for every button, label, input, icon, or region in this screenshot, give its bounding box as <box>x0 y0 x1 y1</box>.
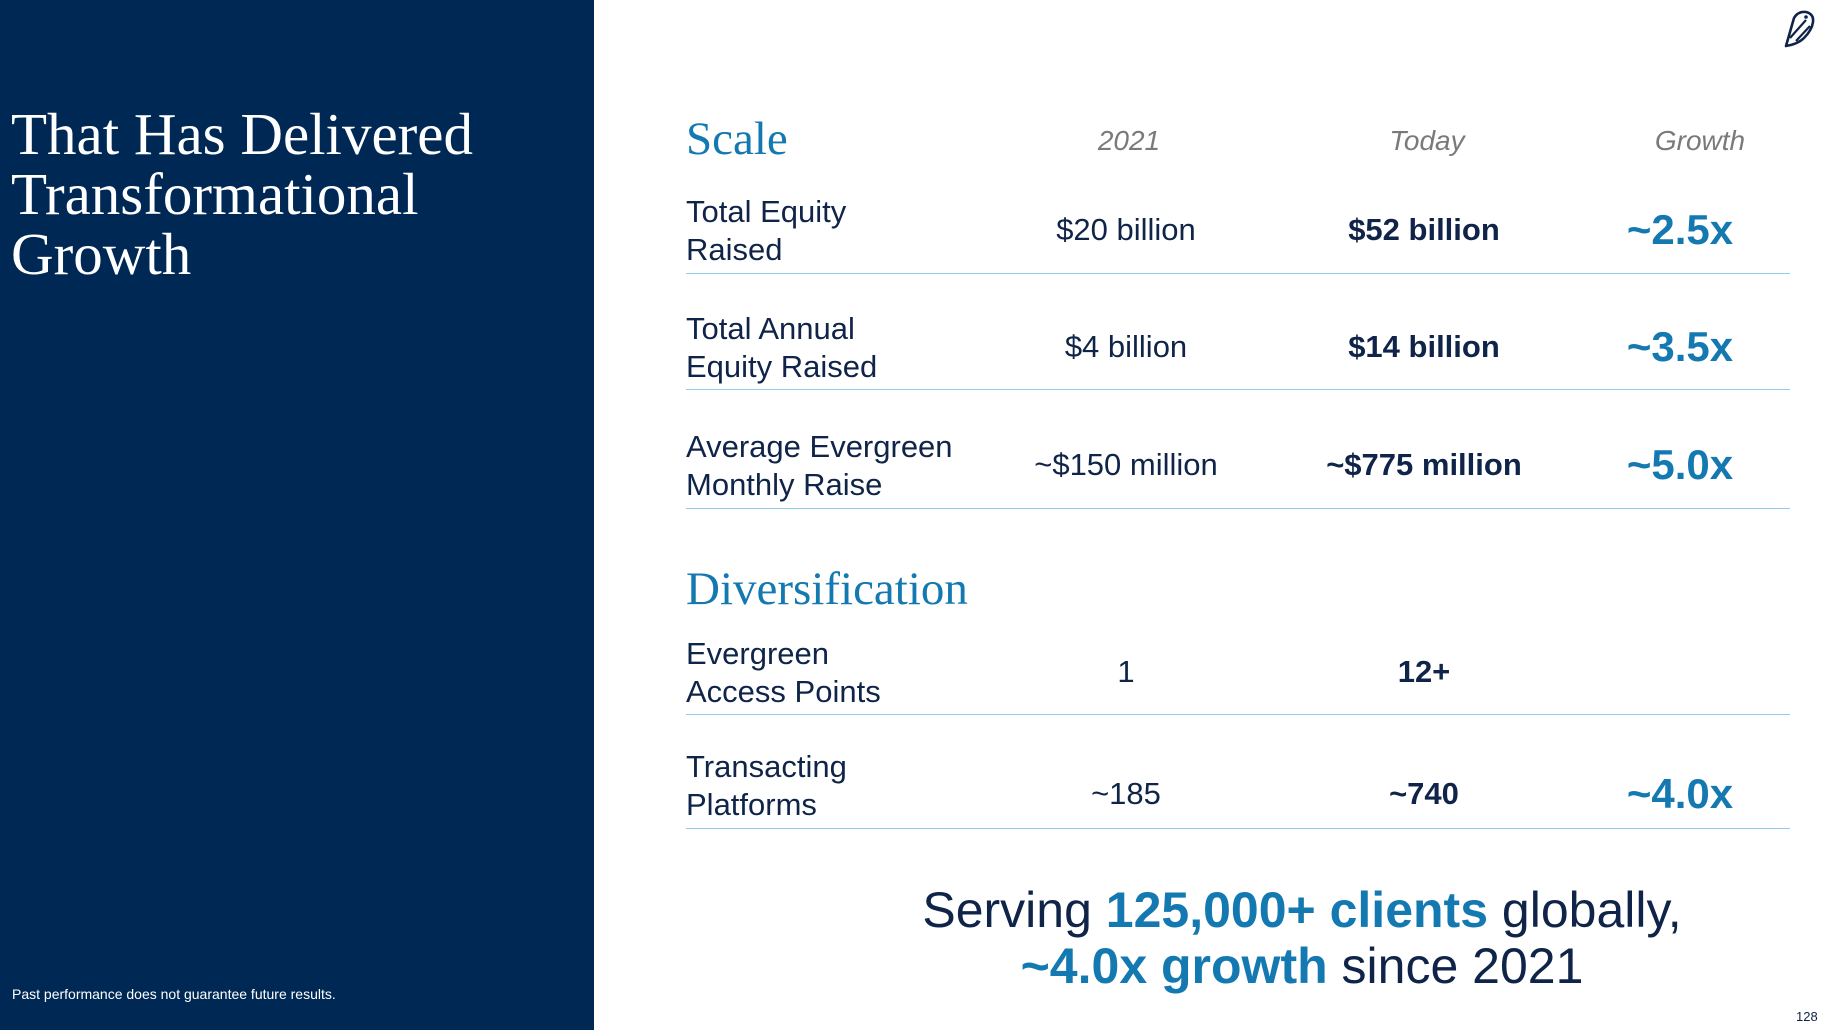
slide-title: That Has Delivered Transformational Grow… <box>11 101 473 287</box>
table-row: Total Equity Raised $20 billion $52 bill… <box>686 193 1790 274</box>
value-2021: 1 <box>1117 654 1135 689</box>
value-2021: $4 billion <box>1064 329 1188 364</box>
value-growth: ~4.0x <box>1626 770 1734 817</box>
table-row: Total Annual Equity Raised $4 billion $1… <box>686 310 1790 390</box>
value-today: 12+ <box>1397 654 1451 689</box>
metric-label: Evergreen Access Points <box>686 636 881 709</box>
table-row: Average Evergreen Monthly Raise ~$150 mi… <box>686 428 1790 509</box>
value-2021: $20 billion <box>1056 212 1196 247</box>
value-growth: ~2.5x <box>1626 206 1734 253</box>
metric-label: Average Evergreen Monthly Raise <box>686 429 953 502</box>
summary-line-2: ~4.0x growth since 2021 <box>1020 938 1584 994</box>
left-panel: That Has Delivered Transformational Grow… <box>0 0 594 1030</box>
metric-label: Transacting Platforms <box>686 749 847 822</box>
table-row: Evergreen Access Points 1 12+ <box>686 635 1790 715</box>
bird-logo-icon <box>1784 10 1815 48</box>
value-growth: ~5.0x <box>1626 441 1734 488</box>
value-today: ~740 <box>1389 776 1459 811</box>
table-row: Transacting Platforms ~185 ~740 ~4.0x <box>686 748 1790 829</box>
summary-line-1: Serving 125,000+ clients globally, <box>922 882 1682 938</box>
value-today: $14 billion <box>1348 329 1500 364</box>
diversification-section-title: Diversification <box>686 563 968 615</box>
metric-label: Total Annual Equity Raised <box>686 311 878 384</box>
value-2021: ~$150 million <box>1034 447 1218 482</box>
column-header-2021: 2021 <box>1097 125 1161 156</box>
page-number: 128 <box>1796 1009 1818 1024</box>
disclaimer: Past performance does not guarantee futu… <box>12 986 336 1002</box>
column-header-today: Today <box>1389 125 1465 156</box>
value-today: $52 billion <box>1348 212 1500 247</box>
metric-label: Total Equity Raised <box>686 194 847 267</box>
value-2021: ~185 <box>1091 776 1161 811</box>
value-today: ~$775 million <box>1326 447 1522 482</box>
column-header-growth: Growth <box>1654 125 1746 156</box>
value-growth: ~3.5x <box>1626 323 1734 370</box>
scale-section-title: Scale <box>686 113 788 165</box>
